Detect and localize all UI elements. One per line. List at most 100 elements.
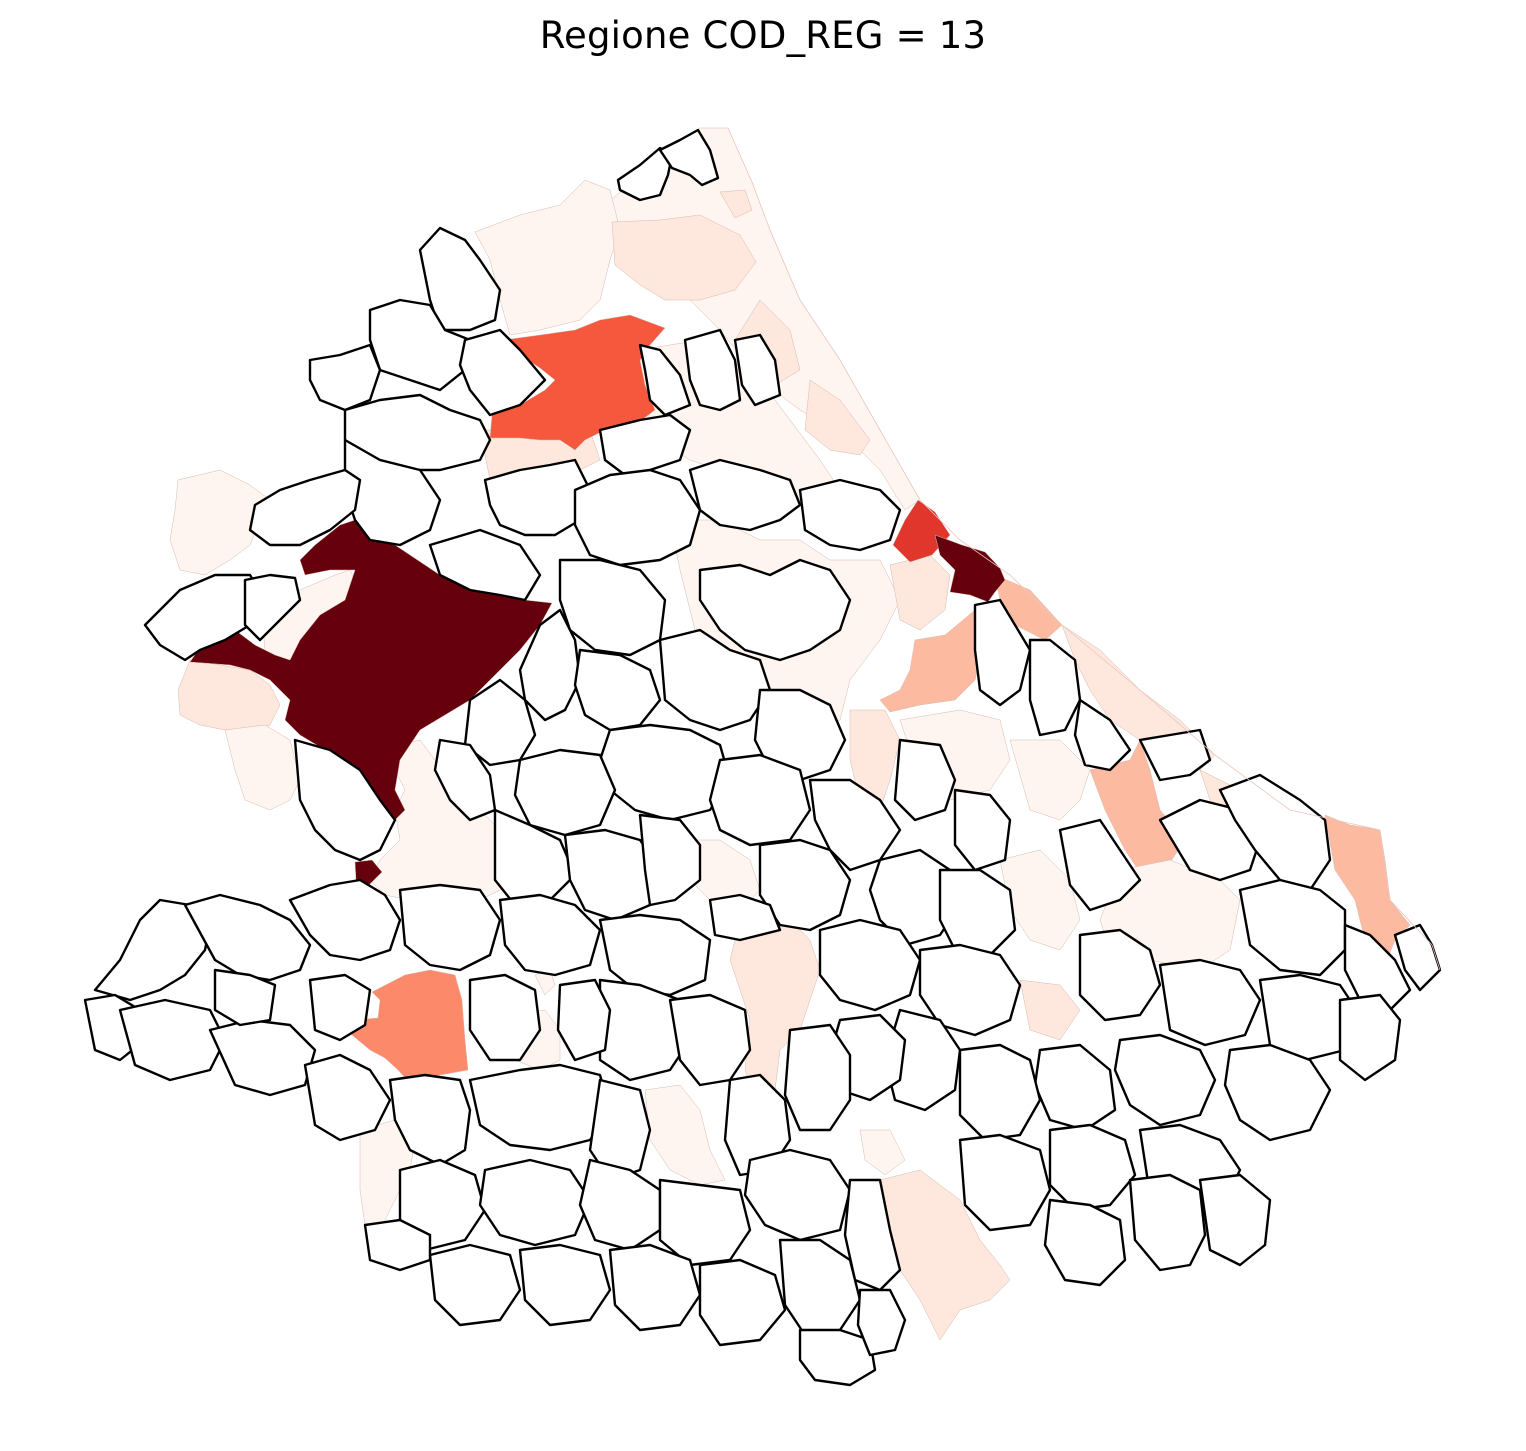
municipality-valued [934, 534, 1006, 603]
municipality-zero [498, 893, 602, 977]
municipality-valued [351, 969, 469, 1084]
municipality-valued [474, 179, 621, 336]
municipality-zero [958, 1043, 1042, 1142]
municipality-valued [849, 709, 901, 811]
municipality-zero [938, 868, 1017, 957]
municipality-zero [433, 738, 497, 822]
municipality-valued [224, 724, 301, 811]
municipality-zero [1223, 1043, 1332, 1142]
municipality-zero [843, 1178, 902, 1292]
municipality-valued [859, 1129, 906, 1176]
municipality-zero [478, 1158, 592, 1247]
municipality-zero [428, 1243, 522, 1327]
municipality-zero [458, 328, 547, 417]
municipality-zero [1198, 1173, 1272, 1267]
municipality-zero [958, 1133, 1052, 1232]
municipality-valued [889, 554, 951, 631]
municipality-zero [698, 558, 852, 662]
municipality-zero [118, 998, 227, 1082]
municipality-zero [1073, 698, 1132, 772]
zero-municipalities [83, 128, 1442, 1387]
municipality-valued [719, 189, 753, 219]
municipality-valued [1019, 979, 1081, 1041]
municipality-zero [708, 753, 812, 847]
municipality-zero [1043, 1198, 1127, 1287]
municipality-valued [489, 314, 666, 451]
municipality-zero [1238, 878, 1347, 977]
municipality-zero [616, 146, 674, 202]
municipality-zero [818, 918, 922, 1012]
municipality-zero [308, 973, 372, 1042]
municipality-zero [638, 343, 692, 417]
municipality-valued [354, 859, 383, 887]
municipality-valued [804, 379, 871, 456]
municipality-valued [1009, 739, 1091, 821]
municipality-zero [598, 413, 692, 477]
municipality-zero [698, 1258, 787, 1347]
municipality-zero [598, 723, 732, 822]
municipality-zero [973, 598, 1032, 707]
map-title: Regione COD_REG = 13 [539, 14, 987, 57]
municipality-zero [1343, 923, 1412, 1012]
municipality-zero [1048, 1123, 1137, 1212]
municipality-zero [1033, 1043, 1117, 1132]
municipality-zero [1058, 818, 1142, 912]
municipality-valued [644, 1084, 726, 1186]
municipality-zero [1028, 638, 1082, 737]
municipality-zero [183, 893, 312, 982]
municipality-valued [169, 469, 271, 576]
municipality-zero [1218, 773, 1332, 892]
municipality-zero [213, 968, 277, 1027]
municipality-zero [743, 1148, 852, 1242]
municipality-zero [1158, 958, 1262, 1047]
municipality-zero [303, 1053, 392, 1142]
municipality-zero [556, 978, 612, 1062]
municipality-zero [753, 688, 847, 782]
municipality-valued [611, 214, 757, 301]
municipality-zero [558, 558, 667, 657]
municipality-zero [573, 468, 702, 567]
municipality-valued [879, 609, 986, 713]
municipality-zero [518, 1243, 612, 1327]
municipality-zero [428, 528, 542, 602]
municipality-zero [868, 848, 962, 947]
municipality-zero [1338, 993, 1402, 1082]
municipality-zero [468, 973, 542, 1062]
municipality-zero [468, 1063, 612, 1152]
municipality-zero [688, 458, 802, 532]
municipality-zero [208, 1018, 317, 1097]
municipality-zero [783, 1023, 852, 1132]
municipality-zero [778, 1238, 862, 1337]
coastline [727, 127, 1441, 971]
municipality-zero [248, 468, 362, 547]
municipality-zero [658, 128, 720, 187]
municipality-zero [308, 343, 382, 412]
municipality-zero [893, 738, 957, 822]
municipality-zero [733, 333, 782, 407]
municipality-zero [798, 478, 902, 552]
municipality-zero [668, 993, 752, 1087]
valued-municipalities [169, 127, 1411, 1341]
municipality-zero [578, 1158, 662, 1252]
municipality-zero [1113, 1033, 1217, 1127]
municipality-zero [658, 1178, 752, 1267]
municipality-zero [513, 748, 617, 837]
municipality-zero [388, 1073, 472, 1167]
municipality-zero [1078, 928, 1162, 1022]
municipality-zero [243, 573, 302, 642]
municipality-zero [953, 788, 1012, 872]
municipality-zero [683, 328, 742, 412]
municipality-zero [638, 813, 702, 907]
municipality-zero [588, 1078, 652, 1182]
municipality-zero [1138, 728, 1212, 782]
municipality-zero [493, 808, 577, 907]
municipality-zero [518, 608, 582, 722]
municipality-zero [288, 878, 402, 962]
municipality-zero [398, 883, 502, 972]
municipality-zero [798, 1328, 877, 1387]
municipality-zero [1128, 1173, 1207, 1272]
municipality-zero [293, 738, 397, 862]
municipality-zero [856, 1288, 907, 1357]
municipality-zero [573, 648, 662, 732]
